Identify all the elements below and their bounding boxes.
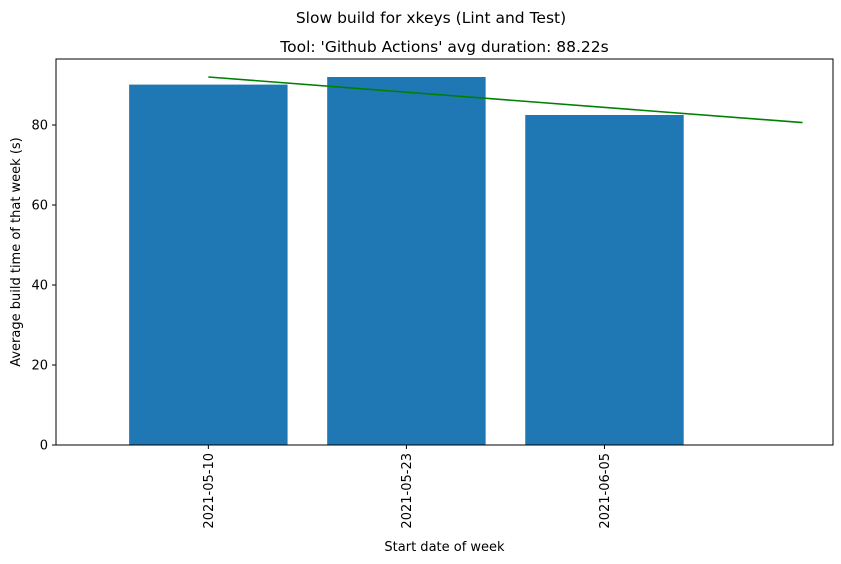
y-axis-label: Average build time of that week (s) xyxy=(9,137,24,367)
y-tick-label: 60 xyxy=(31,199,48,214)
trend-line xyxy=(208,76,803,124)
bars-group xyxy=(129,77,684,445)
y-tick-label: 0 xyxy=(40,439,48,454)
x-axis-label: Start date of week xyxy=(384,540,505,555)
bar xyxy=(129,84,288,445)
x-axis: 2021-05-10 2021-05-23 2021-06-05 xyxy=(202,445,613,529)
y-tick-label: 20 xyxy=(31,359,48,374)
bar xyxy=(525,115,684,445)
y-axis: 0 20 40 60 80 xyxy=(31,119,56,454)
x-tick-label: 2021-05-10 xyxy=(202,453,217,529)
y-tick-label: 40 xyxy=(31,279,48,294)
x-tick-label: 2021-05-23 xyxy=(400,453,415,529)
y-tick-label: 80 xyxy=(31,119,48,134)
bar xyxy=(327,77,486,445)
plot-frame xyxy=(55,58,834,446)
chart-suptitle: Slow build for xkeys (Lint and Test) xyxy=(296,9,566,27)
chart-title: Tool: 'Github Actions' avg duration: 88.… xyxy=(279,38,608,56)
x-tick-label: 2021-06-05 xyxy=(598,453,613,529)
trend-group xyxy=(208,76,803,124)
